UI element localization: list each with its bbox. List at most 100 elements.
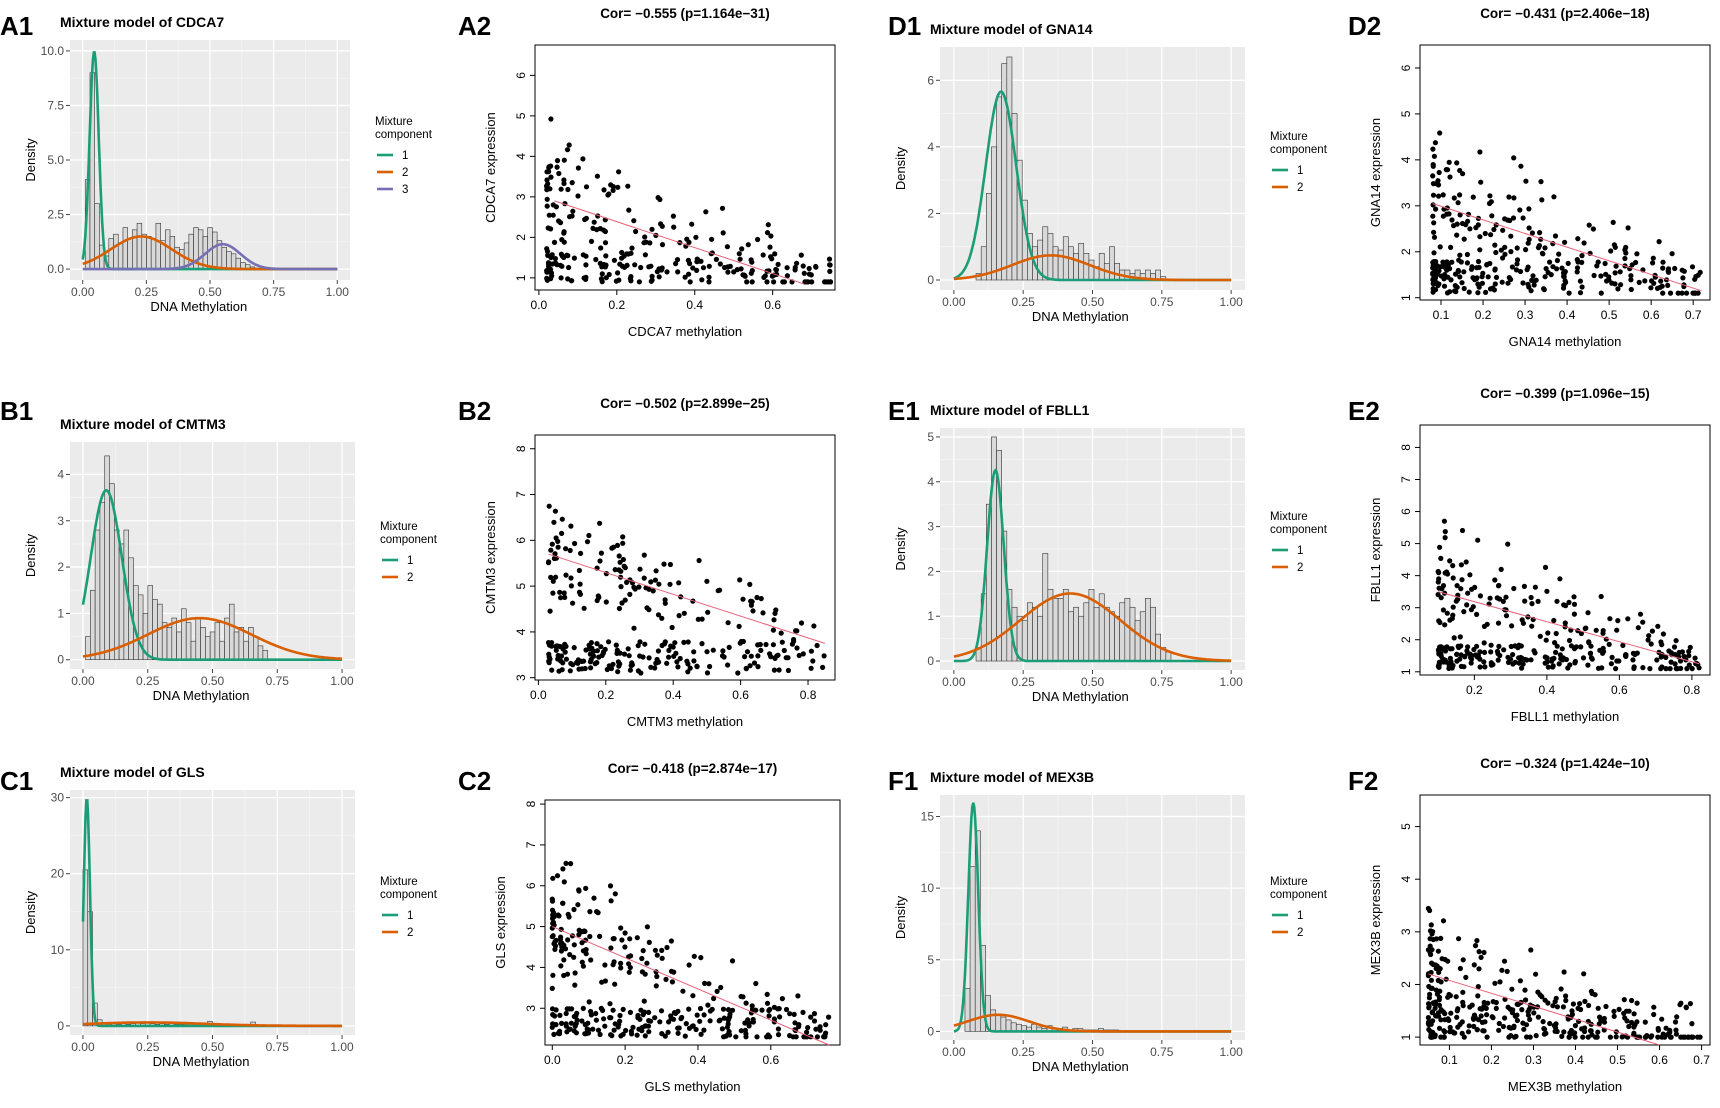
- y-tick-label: 3: [514, 674, 528, 681]
- scatter-point: [594, 597, 600, 604]
- scatter-point: [1428, 922, 1434, 928]
- scatter-point: [644, 605, 650, 611]
- scatter-point: [569, 180, 575, 186]
- scatter-point: [674, 659, 680, 665]
- scatter-point: [1428, 985, 1434, 991]
- scatter-point: [1522, 598, 1528, 604]
- scatter-point: [1642, 1019, 1648, 1025]
- scatter-point: [555, 544, 561, 550]
- scatter-point: [1547, 259, 1553, 265]
- y-tick-label: 2: [927, 564, 934, 578]
- scatter-point: [1430, 277, 1436, 283]
- x-tick-label: 1.00: [330, 674, 354, 688]
- scatter-point: [608, 898, 614, 904]
- x-tick-label: 0.50: [198, 285, 222, 299]
- scatter-point: [717, 261, 723, 267]
- x-axis-label: GLS methylation: [644, 1079, 740, 1094]
- scatter-point: [625, 183, 631, 189]
- scatter-point: [750, 608, 756, 614]
- regression-line: [1437, 591, 1700, 665]
- scatter-point: [600, 1007, 606, 1014]
- scatter-point: [808, 1014, 814, 1020]
- scatter-point: [671, 1010, 678, 1016]
- scatter-point: [720, 230, 726, 236]
- x-tick-label: 0.2: [1475, 308, 1492, 322]
- scatter-point: [1441, 646, 1447, 653]
- scatter-point: [670, 644, 676, 650]
- y-tick-label: 3: [927, 520, 934, 534]
- scatter-point: [1559, 1033, 1565, 1039]
- scatter-point: [561, 157, 567, 163]
- x-tick-label: 0.4: [686, 298, 703, 312]
- scatter-point: [767, 244, 773, 250]
- scatter-point: [1475, 258, 1482, 265]
- scatter-point: [615, 270, 621, 276]
- legend-label: 2: [1297, 927, 1303, 939]
- y-tick-label: 1: [57, 606, 64, 620]
- scatter-point: [1607, 616, 1613, 622]
- histogram-bar: [114, 529, 120, 661]
- scatter-point: [613, 642, 619, 648]
- scatter-point: [587, 909, 593, 915]
- x-tick-label: 0.0: [531, 298, 548, 312]
- scatter-point: [1436, 662, 1442, 668]
- scatter-point: [558, 658, 564, 664]
- scatter-point: [1467, 572, 1473, 578]
- legend-title: Mixture: [1270, 511, 1308, 523]
- y-tick-label: 5: [927, 430, 934, 444]
- histogram-bar: [1109, 611, 1115, 662]
- scatter-point: [1444, 290, 1451, 296]
- scatter-point: [557, 1012, 563, 1019]
- scatter-point: [653, 568, 659, 574]
- scatter-point: [550, 919, 557, 925]
- scatter-point: [608, 1032, 614, 1038]
- scatter-point: [1498, 247, 1504, 253]
- scatter-point: [619, 263, 625, 269]
- scatter-point: [694, 267, 700, 273]
- scatter-point: [1436, 994, 1443, 1000]
- scatter-point: [1496, 643, 1502, 650]
- scatter-point: [724, 244, 731, 250]
- scatter-point: [1616, 1006, 1622, 1013]
- scatter-point: [1582, 1025, 1588, 1031]
- scatter-point: [1640, 619, 1646, 625]
- x-tick-label: 0.00: [942, 675, 966, 689]
- scatter-point: [1529, 601, 1535, 607]
- scatter-point: [742, 273, 748, 279]
- scatter-point: [1431, 1000, 1437, 1007]
- scatter-point: [671, 224, 677, 230]
- x-tick-label: 0.50: [201, 1040, 225, 1054]
- scatter-point: [648, 278, 654, 284]
- scatter-point: [1464, 251, 1470, 258]
- scatter-point: [1514, 1012, 1520, 1018]
- scatter-point: [619, 600, 625, 606]
- scatter-point: [1563, 603, 1569, 609]
- scatter-point: [800, 263, 806, 269]
- scatter-point: [779, 639, 785, 645]
- y-tick-label: 3: [514, 193, 528, 200]
- scatter-point: [1658, 639, 1664, 645]
- scatter-point: [1440, 259, 1446, 265]
- scatter-point: [1461, 609, 1467, 615]
- y-tick-label: 0: [927, 654, 934, 668]
- scatter-point: [772, 655, 778, 661]
- scatter-point: [1596, 1021, 1602, 1027]
- scatter-point: [1472, 1014, 1478, 1020]
- y-tick-label: 10: [921, 881, 935, 895]
- x-tick-label: 0.2: [608, 298, 625, 312]
- scatter-point: [1614, 658, 1620, 664]
- x-tick-label: 0.7: [1685, 308, 1702, 322]
- scatter-point: [549, 252, 555, 258]
- scatter-point: [699, 616, 705, 622]
- scatter-point: [1536, 243, 1542, 249]
- scatter-point: [552, 551, 558, 557]
- scatter-point: [1440, 918, 1447, 924]
- scatter-point: [1510, 652, 1516, 658]
- scatter-point: [552, 260, 559, 266]
- scatter-point: [1553, 630, 1559, 637]
- y-tick-label: 4: [927, 475, 934, 489]
- scatter-point: [1471, 1023, 1477, 1029]
